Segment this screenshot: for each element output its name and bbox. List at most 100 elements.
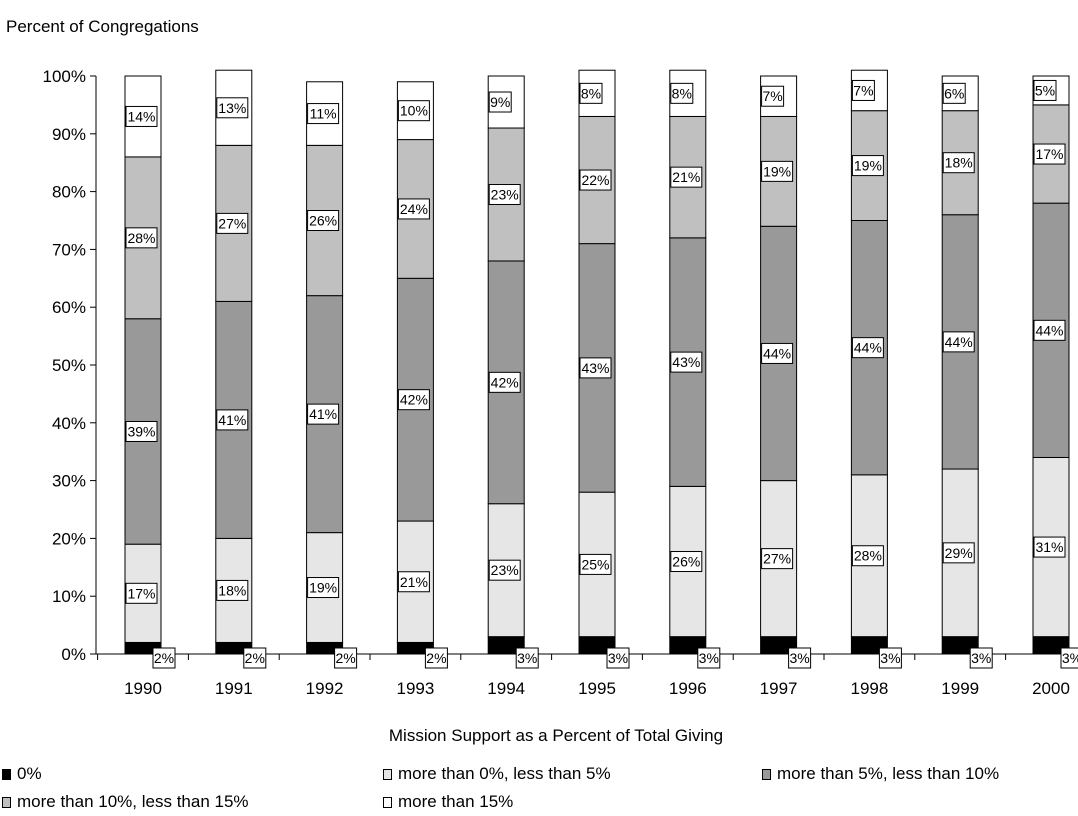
data-label-box [216,409,249,431]
data-label-box [942,331,975,353]
data-label-box [579,169,612,191]
data-label-box [216,579,249,601]
data-label-box [488,91,512,113]
data-label-box [670,82,694,104]
data-label-text: 28% [127,230,155,246]
data-label-box [307,403,340,425]
data-label-text: 5% [1035,82,1055,98]
data-label: 39% [125,420,158,442]
data-label-text: 11% [310,106,337,122]
y-tick-label: 40% [52,414,86,433]
data-label-box [488,183,521,205]
data-label: 42% [397,389,430,411]
data-label: 7% [851,79,875,101]
data-label-text: 3% [699,650,719,666]
legend: 0% more than 0%, less than 5% more than 5%… [0,760,1078,816]
data-label-box [942,542,975,564]
data-label-box [397,100,430,122]
x-tick-label: 1996 [669,679,707,698]
data-label-text: 25% [581,556,609,572]
data-label-text: 3% [1062,650,1078,666]
x-tick-label: 1992 [306,679,344,698]
y-tick-label: 70% [52,240,86,259]
data-label-box [1033,79,1057,101]
data-label: 25% [579,553,612,575]
data-label: 43% [670,351,703,373]
data-label-text: 3% [608,650,628,666]
data-label: 6% [942,82,966,104]
data-label-text: 31% [1035,539,1063,555]
data-label: 8% [579,82,603,104]
data-label-text: 19% [309,580,337,596]
data-labels: 2% 17% 39% 28% 14% 2% 18% 41% 27% 13% 2% 19% 41% 26% 1… [125,79,1078,669]
data-label: 19% [851,155,884,177]
data-label-text: 8% [581,85,601,101]
data-label-box [152,647,176,669]
data-label-box [697,647,721,669]
x-tick-label: 1997 [760,679,798,698]
data-label: 44% [761,342,794,364]
data-label: 27% [216,212,249,234]
legend-swatch [2,796,11,808]
data-label-text: 24% [400,201,428,217]
data-label: 2% [152,647,176,669]
data-label: 28% [125,227,158,249]
data-label: 23% [488,559,521,581]
data-label-text: 3% [971,650,991,666]
data-label-text: 21% [400,574,428,590]
data-label-box [670,166,703,188]
data-label-text: 28% [854,548,882,564]
data-label-box [579,82,603,104]
data-label-text: 2% [426,650,446,666]
data-label-box [761,548,794,570]
data-label-text: 44% [945,334,973,350]
data-label-box [761,85,785,107]
x-axis-label: Mission Support as a Percent of Total Gi… [389,726,723,745]
data-label-box [125,420,158,442]
x-tick-label: 1995 [578,679,616,698]
data-label-text: 18% [218,582,246,598]
x-tick-label: 1994 [487,679,525,698]
y-tick-label: 20% [52,529,86,548]
data-label-box [579,553,612,575]
data-label: 11% [307,103,340,125]
data-label-text: 44% [1035,322,1063,338]
stacked-bar-chart: Percent of Congregations Mission Support… [6,17,1078,745]
data-label-box [761,342,794,364]
data-label-box [670,551,703,573]
data-label-text: 19% [854,158,882,174]
data-label: 3% [788,647,812,669]
data-label-text: 41% [218,412,246,428]
x-tick-label: 1999 [941,679,979,698]
legend-label: more than 10%, less than 15% [17,792,249,811]
legend-label: more than 5%, less than 10% [777,764,1000,783]
legend-item: more than 15% [383,792,513,812]
legend-swatch [383,768,392,780]
data-label-text: 2% [335,650,355,666]
data-label-box [851,79,875,101]
data-label: 24% [397,198,430,220]
data-label-box [942,152,975,174]
x-tick-label: 1991 [215,679,253,698]
data-label-text: 21% [672,169,700,185]
data-label-box [307,103,340,125]
data-label-box [397,389,430,411]
data-label-box [878,647,902,669]
data-label-box [216,97,249,119]
y-tick-label: 90% [52,125,86,144]
data-label-box [1033,143,1066,165]
data-label: 18% [216,579,249,601]
data-label-box [1033,536,1066,558]
data-label-box [488,371,521,393]
data-label-box [397,198,430,220]
data-label-box [307,577,340,599]
data-label-box [606,647,630,669]
axes: 0% 10% 20% 30% 40% 50% 60% 70% 80% 90% 100% 1990 199… [43,67,1078,698]
data-label-text: 22% [581,172,609,188]
data-label-box [125,105,158,127]
data-label: 3% [697,647,721,669]
data-label-text: 3% [517,650,537,666]
data-label-text: 2% [245,650,265,666]
data-label-box [424,647,448,669]
data-label: 2% [424,647,448,669]
